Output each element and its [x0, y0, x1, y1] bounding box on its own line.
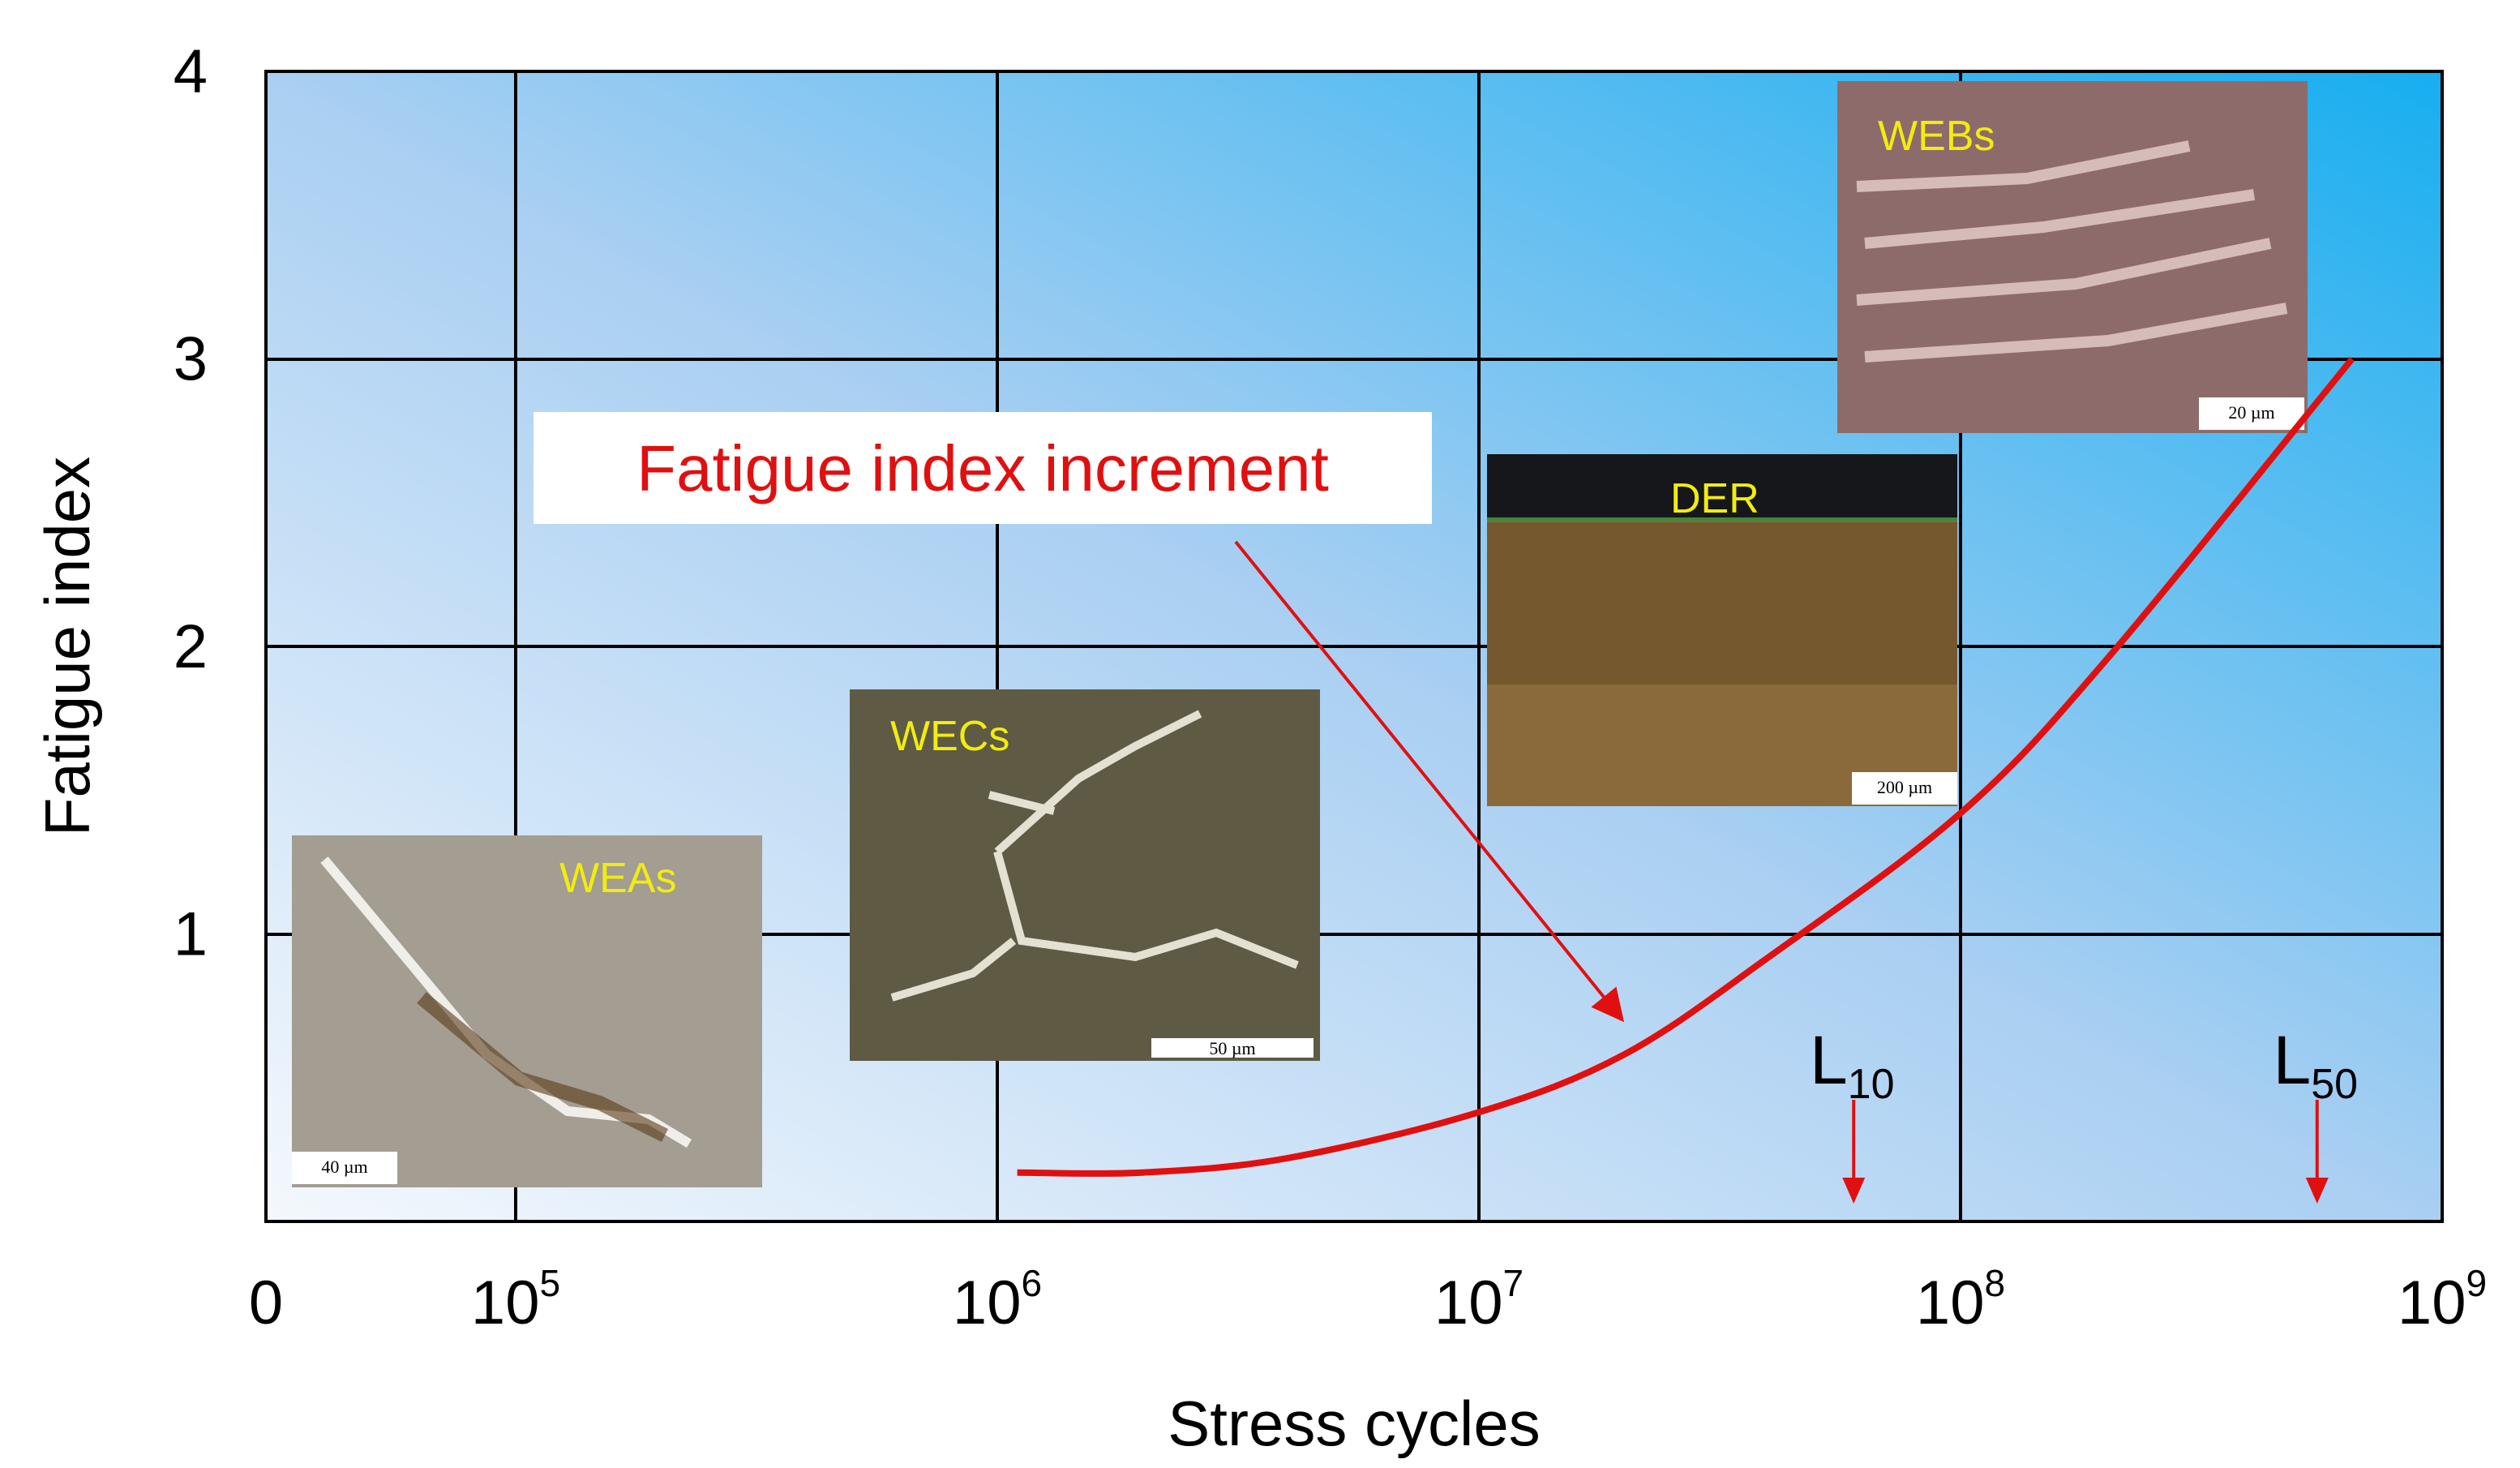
micrograph-wecs-image — [850, 689, 1320, 1061]
micrograph-webs-scale: 20 µm — [2228, 402, 2274, 423]
micrograph-wecs-cracks — [890, 710, 1299, 1002]
y-tick-2: 2 — [174, 612, 208, 681]
y-tick-3: 3 — [174, 325, 208, 394]
micrograph-der-label: DER — [1670, 475, 1759, 522]
annotation-box — [534, 412, 1432, 524]
y-axis-label: Fatigue index — [32, 457, 103, 836]
micrograph-webs-bands — [1856, 140, 2288, 363]
micrograph-weas-stain — [417, 992, 669, 1143]
x-tick-1: 105 — [471, 1262, 560, 1337]
plot-frame — [264, 70, 2444, 1223]
life-markers: L10 L50 — [1810, 1022, 2358, 1204]
life-marker-arrowhead-1 — [2305, 1178, 2329, 1204]
x-tick-labels: 0 105 106 107 108 109 — [249, 1262, 2487, 1337]
scale-bar-box-wecs — [1151, 1038, 1314, 1058]
x-tick-2-exponent: 6 — [1021, 1262, 1042, 1304]
x-tick-2: 106 — [953, 1262, 1042, 1337]
annotation-arrow — [1234, 540, 1625, 1023]
x-axis-label: Stress cycles — [1168, 1388, 1540, 1459]
x-tick-4: 108 — [1916, 1262, 2005, 1337]
micrograph-weas-label: WEAs — [559, 855, 676, 902]
life-marker-arrowhead-0 — [1842, 1178, 1866, 1204]
x-tick-4-exponent: 8 — [1984, 1262, 2005, 1304]
micrograph-der-scale: 200 µm — [1877, 777, 1932, 797]
fatigue-curve — [1017, 356, 2355, 1178]
x-tick-5-exponent: 9 — [2466, 1262, 2487, 1304]
micrograph-wecs: 50 µm WECs — [850, 689, 1320, 1061]
x-tick-1-exponent: 5 — [539, 1262, 560, 1304]
micrograph-wecs-scale: 50 µm — [1209, 1038, 1255, 1058]
scale-bar-box-webs — [2199, 397, 2304, 430]
micrograph-der-surface — [1487, 454, 1957, 519]
annotation-text: Fatigue index increment — [636, 432, 1329, 504]
scale-bar-box-der — [1852, 772, 1957, 805]
x-tick-3: 107 — [1434, 1262, 1524, 1337]
scale-bar-box-weas — [292, 1152, 397, 1184]
micrograph-weas-scale: 40 µm — [321, 1157, 367, 1177]
micrograph-weas: 40 µm WEAs — [292, 835, 762, 1187]
micrograph-wecs-label: WECs — [890, 713, 1009, 760]
life-marker-subscript-1: 50 — [2311, 1061, 2358, 1108]
micrograph-webs-label: WEBs — [1878, 113, 1995, 160]
life-marker-subscript-0: 10 — [1848, 1061, 1895, 1108]
x-tick-0: 0 — [249, 1268, 283, 1337]
micrograph-der: 200 µm DER — [1487, 454, 1957, 806]
life-marker-label-0: L10 — [1810, 1022, 1895, 1108]
x-tick-5: 109 — [2398, 1262, 2487, 1337]
x-tick-3-exponent: 7 — [1502, 1262, 1524, 1304]
y-tick-labels: 1 2 3 4 — [174, 37, 208, 969]
micrograph-der-dark-layer — [1487, 522, 1957, 685]
micrograph-webs: 20 µm WEBs — [1837, 81, 2308, 433]
life-marker-label-1: L50 — [2273, 1022, 2358, 1108]
y-tick-1: 1 — [174, 900, 208, 969]
micrograph-weas-image — [292, 835, 762, 1187]
y-tick-4: 4 — [174, 37, 208, 106]
